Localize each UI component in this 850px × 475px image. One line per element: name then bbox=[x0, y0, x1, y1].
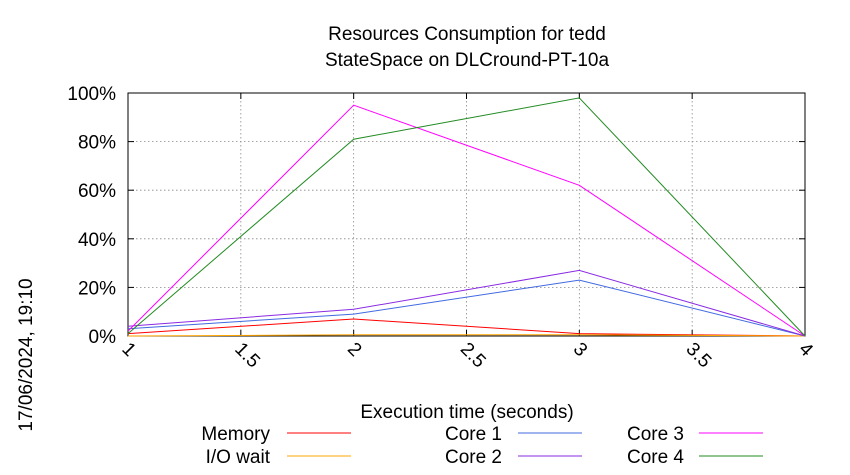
series-line-core-4 bbox=[127, 97, 806, 337]
x-tick-label: 2 bbox=[343, 339, 365, 361]
x-tick-label: 1.5 bbox=[230, 339, 264, 373]
y-tick-label: 60% bbox=[78, 181, 116, 202]
x-axis: 1 1.5 2 2.5 3 3.5 4 bbox=[117, 93, 817, 372]
legend-label: Memory bbox=[201, 424, 270, 445]
chart-subtitle: StateSpace on DLCround-PT-10a bbox=[325, 50, 610, 71]
timestamp-label: 17/06/2024, 19:10 bbox=[16, 278, 37, 431]
legend-label: Core 1 bbox=[445, 424, 502, 445]
x-tick-label: 3.5 bbox=[682, 339, 716, 373]
y-tick-label: 0% bbox=[89, 327, 117, 348]
grid bbox=[128, 93, 805, 336]
legend-label: Core 3 bbox=[627, 424, 684, 445]
x-tick-label: 2.5 bbox=[456, 339, 490, 373]
y-tick-label: 20% bbox=[78, 278, 116, 299]
x-tick-label: 4 bbox=[794, 339, 817, 362]
series-line-core-2 bbox=[127, 269, 806, 337]
chart-title: Resources Consumption for tedd bbox=[328, 24, 606, 45]
y-tick-label: 40% bbox=[78, 230, 116, 251]
x-tick-label: 3 bbox=[569, 339, 591, 361]
x-tick-label: 1 bbox=[117, 339, 139, 361]
series-line-core-1 bbox=[127, 279, 806, 337]
y-axis: 0% 20% 40% 60% 80% 100% bbox=[67, 84, 805, 348]
series-line-memory bbox=[127, 318, 806, 337]
legend-label: Core 2 bbox=[445, 447, 502, 468]
series-line-core-3 bbox=[127, 104, 806, 337]
legend-label: Core 4 bbox=[627, 447, 684, 468]
y-tick-label: 80% bbox=[78, 133, 116, 154]
series-lines bbox=[127, 97, 806, 337]
legend-label: I/O wait bbox=[206, 447, 271, 468]
x-axis-label: Execution time (seconds) bbox=[360, 402, 573, 423]
series-line-i-o-wait bbox=[127, 334, 806, 337]
y-tick-label: 100% bbox=[67, 84, 116, 105]
